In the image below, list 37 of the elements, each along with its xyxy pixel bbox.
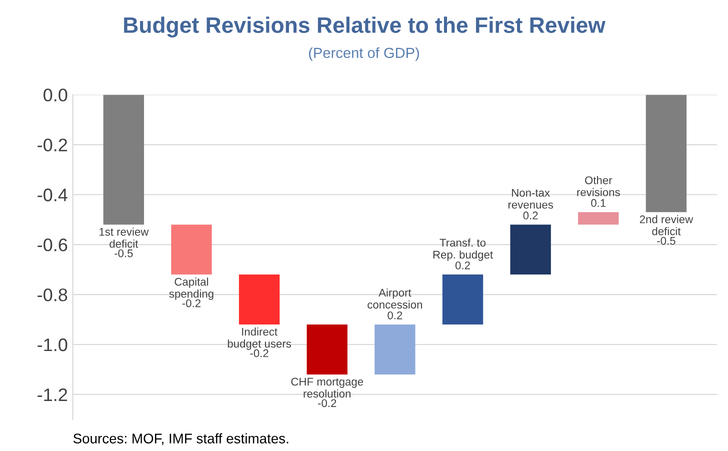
data-label: -0.2 — [318, 399, 336, 408]
y-tick-label: -0.6 — [38, 238, 68, 252]
x-tick-label: Non-tax revenues — [508, 188, 554, 209]
data-label: -0.2 — [250, 349, 268, 358]
bar — [646, 94, 687, 212]
y-tick-label: -1.2 — [38, 388, 68, 401]
bar — [578, 212, 619, 225]
source-note: Sources: MOF, IMF staff estimates. — [73, 433, 288, 446]
bar — [306, 324, 348, 374]
data-label: 0.2 — [388, 311, 402, 320]
y-tick-label: 0.0 — [44, 88, 68, 102]
x-tick-label: Transf. to Rep. budget — [433, 238, 493, 261]
data-label: 0.2 — [455, 261, 470, 270]
y-tick-label: -1.0 — [38, 338, 68, 352]
x-tick-label: Other revisions — [577, 176, 620, 196]
data-label: -0.5 — [114, 249, 133, 258]
data-label: 0.1 — [591, 199, 606, 207]
bar — [442, 274, 484, 325]
x-tick-label: 2nd review deficit — [640, 215, 694, 236]
bar — [238, 274, 280, 325]
x-tick-label: Capital spending — [169, 278, 214, 300]
x-tick-label: CHF mortgage resolution — [291, 378, 364, 398]
data-label: -0.2 — [182, 299, 200, 308]
x-tick-label: 1st review deficit — [100, 228, 149, 248]
x-tick-label: Indirect budget users — [228, 328, 292, 350]
chart-subtitle: (Percent of GDP) — [308, 47, 420, 61]
data-label: 0.2 — [523, 212, 538, 220]
bar — [510, 224, 551, 275]
chart-title: Budget Revisions Relative to the First Review — [124, 16, 606, 38]
bar — [374, 324, 416, 374]
x-tick-label: Airport concession — [368, 288, 422, 309]
bar — [103, 94, 144, 225]
y-tick-label: -0.2 — [38, 138, 68, 152]
y-tick-label: -0.8 — [38, 288, 68, 302]
data-label: -0.5 — [657, 236, 676, 245]
y-tick-label: -0.4 — [38, 188, 68, 202]
bar — [171, 224, 212, 275]
